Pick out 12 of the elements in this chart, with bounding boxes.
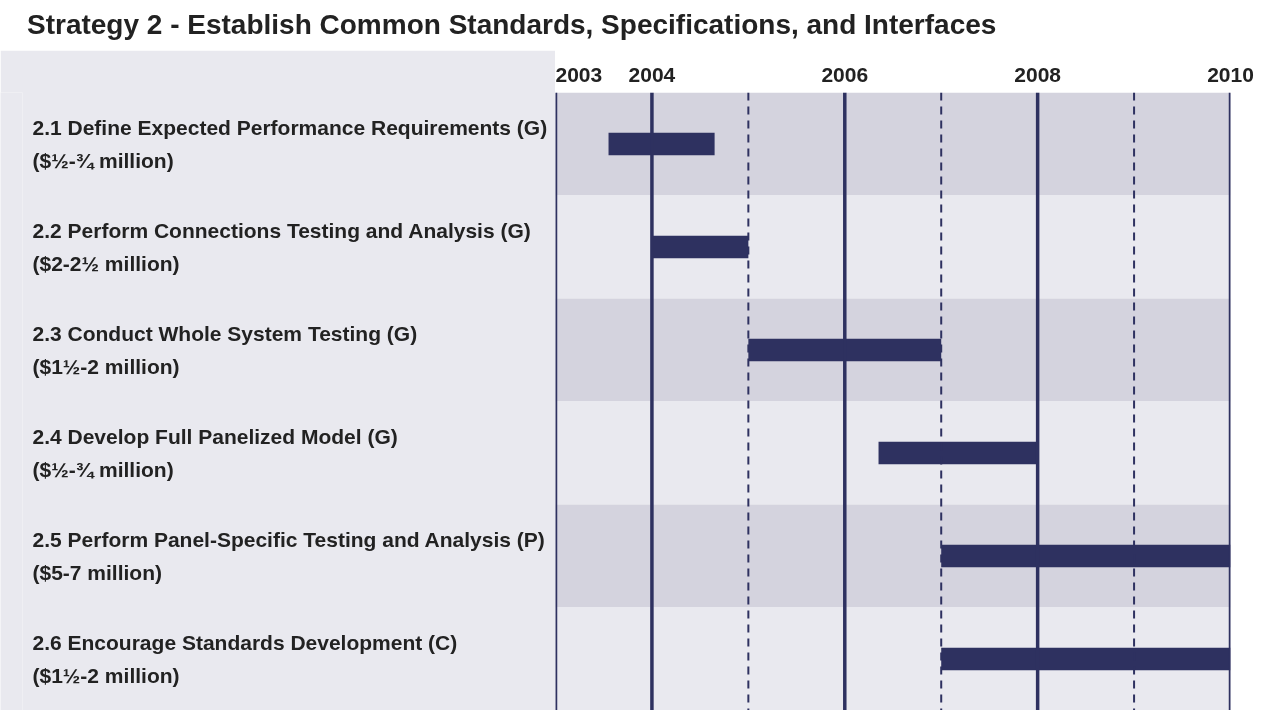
y-tick-label: 2.2 Perform Connections Testing and Analysis (G) ($2-2½ million) (32, 219, 531, 275)
x-tick-label: 2008 (1014, 62, 1062, 86)
y-tick-label: 2.6 Encourage Standards Development (C) ($1½-2 million) (32, 631, 458, 687)
y-tick-label: 2.1 Define Expected Performance Requirements (G) ($½-¾ million) (32, 116, 548, 172)
x-tick-label: 2003 (555, 62, 603, 86)
x-tick-label: 2004 (628, 62, 676, 86)
y-tick-label: 2.3 Conduct Whole System Testing (G) ($1½-2 million) (32, 322, 418, 378)
x-tick-label: 2010 (1207, 62, 1254, 86)
x-tick-label: 2006 (821, 62, 869, 86)
y-tick-label: 2.4 Develop Full Panelized Model (G) ($½-¾ million) (32, 425, 398, 481)
y-tick-label: 2.5 Perform Panel-Specific Testing and Analysis (P) ($5-7 million) (32, 528, 545, 584)
chart-title: Strategy 2 - Establish Common Standards, Specifications, and Interfaces (27, 8, 997, 42)
